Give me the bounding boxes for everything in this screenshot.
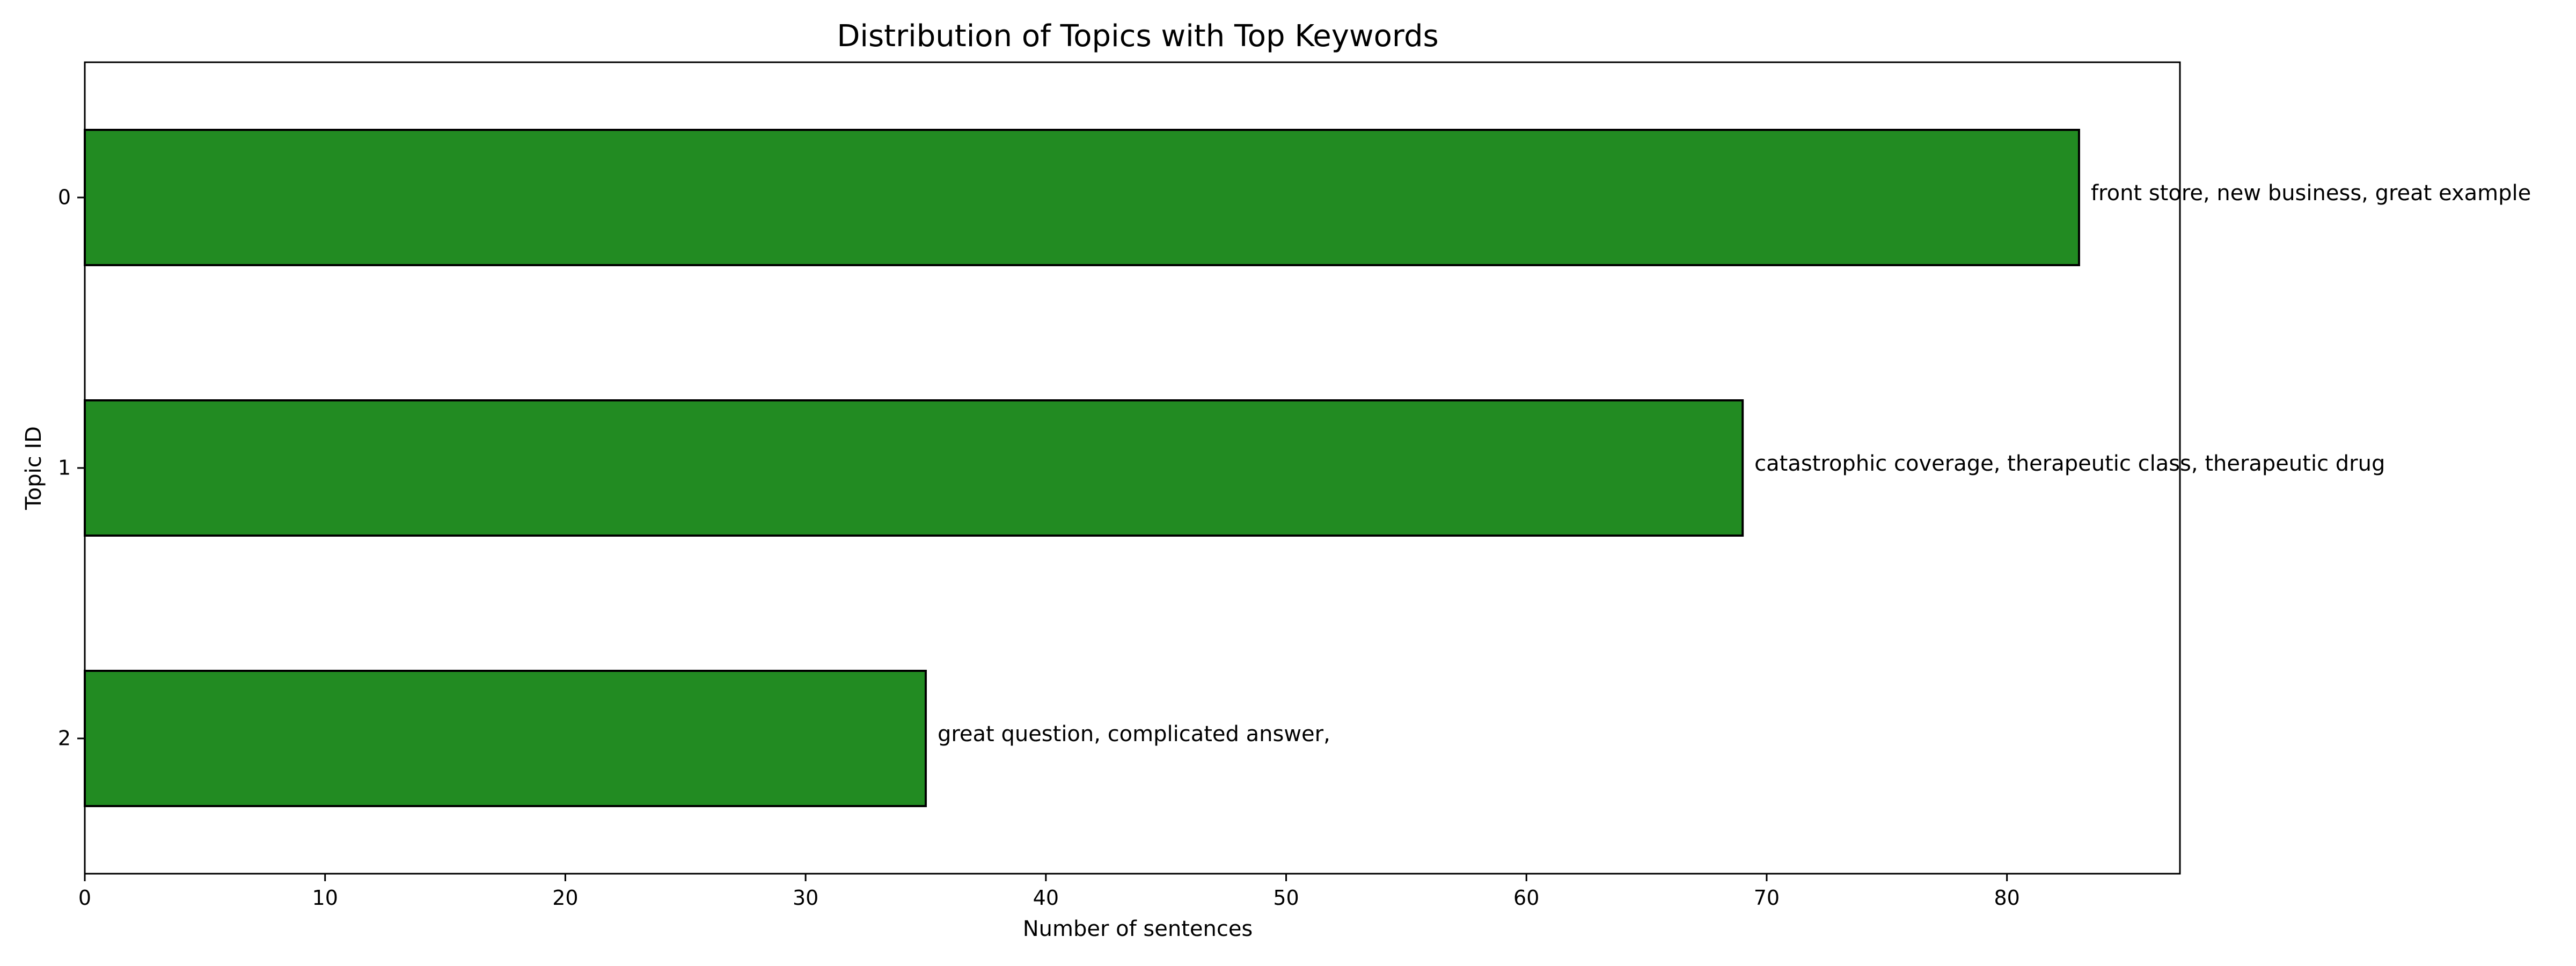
bar-label-topic-2: great question, complicated answer,: [938, 722, 1330, 747]
x-tick-label-10: 10: [312, 886, 338, 910]
x-tick-label-80: 80: [1994, 886, 2019, 910]
bar-topic-0: [84, 129, 2080, 266]
bar-topic-2: [84, 670, 927, 807]
bar-label-topic-1: catastrophic coverage, therapeutic class…: [1754, 451, 2385, 476]
y-tick-label-1: 1: [58, 456, 71, 480]
x-axis-label: Number of sentences: [1023, 917, 1253, 941]
x-tick-label-50: 50: [1273, 886, 1299, 910]
plot-area: front store, new business, great example…: [84, 61, 2531, 875]
y-axis-label: Topic ID: [21, 426, 46, 510]
x-axis: 0 10 20 30 40 50 60 70 80: [78, 874, 2020, 910]
x-tick-label-30: 30: [793, 886, 818, 910]
x-tick-label-40: 40: [1033, 886, 1059, 910]
bar-topic-1: [84, 399, 1744, 537]
y-tick-label-0: 0: [58, 186, 71, 209]
y-tick-label-2: 2: [58, 727, 71, 750]
bar-label-topic-0: front store, new business, great example: [2091, 181, 2531, 206]
chart-title: Distribution of Topics with Top Keywords: [837, 19, 1438, 54]
x-tick-label-20: 20: [552, 886, 578, 910]
y-axis: 0 1 2: [58, 186, 85, 750]
x-tick-label-70: 70: [1754, 886, 1780, 910]
x-tick-label-0: 0: [78, 886, 91, 910]
x-tick-label-60: 60: [1513, 886, 1539, 910]
